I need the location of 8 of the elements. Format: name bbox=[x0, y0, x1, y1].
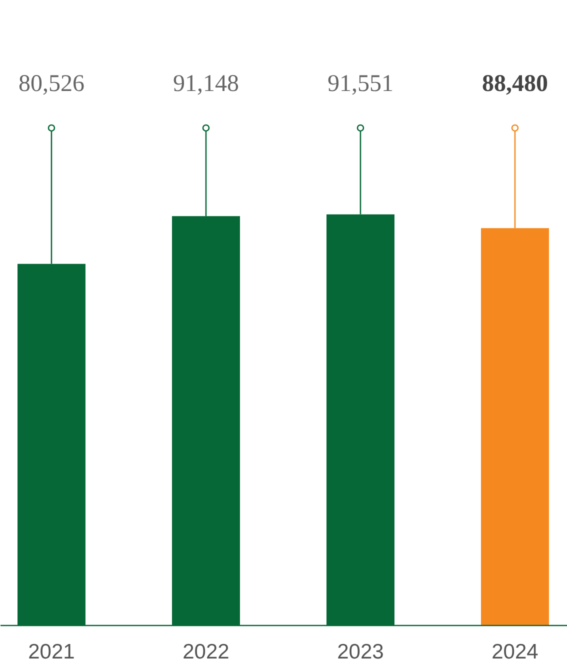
x-tick-label: 2021 bbox=[28, 640, 75, 663]
data-label: 91,551 bbox=[327, 70, 394, 97]
data-label: 80,526 bbox=[18, 70, 84, 97]
x-tick-label: 2024 bbox=[492, 640, 539, 663]
x-tick-label: 2023 bbox=[337, 640, 384, 663]
x-tick-label: 2022 bbox=[182, 640, 230, 663]
data-label: 88,480 bbox=[482, 70, 548, 97]
data-label: 91,148 bbox=[172, 70, 239, 97]
